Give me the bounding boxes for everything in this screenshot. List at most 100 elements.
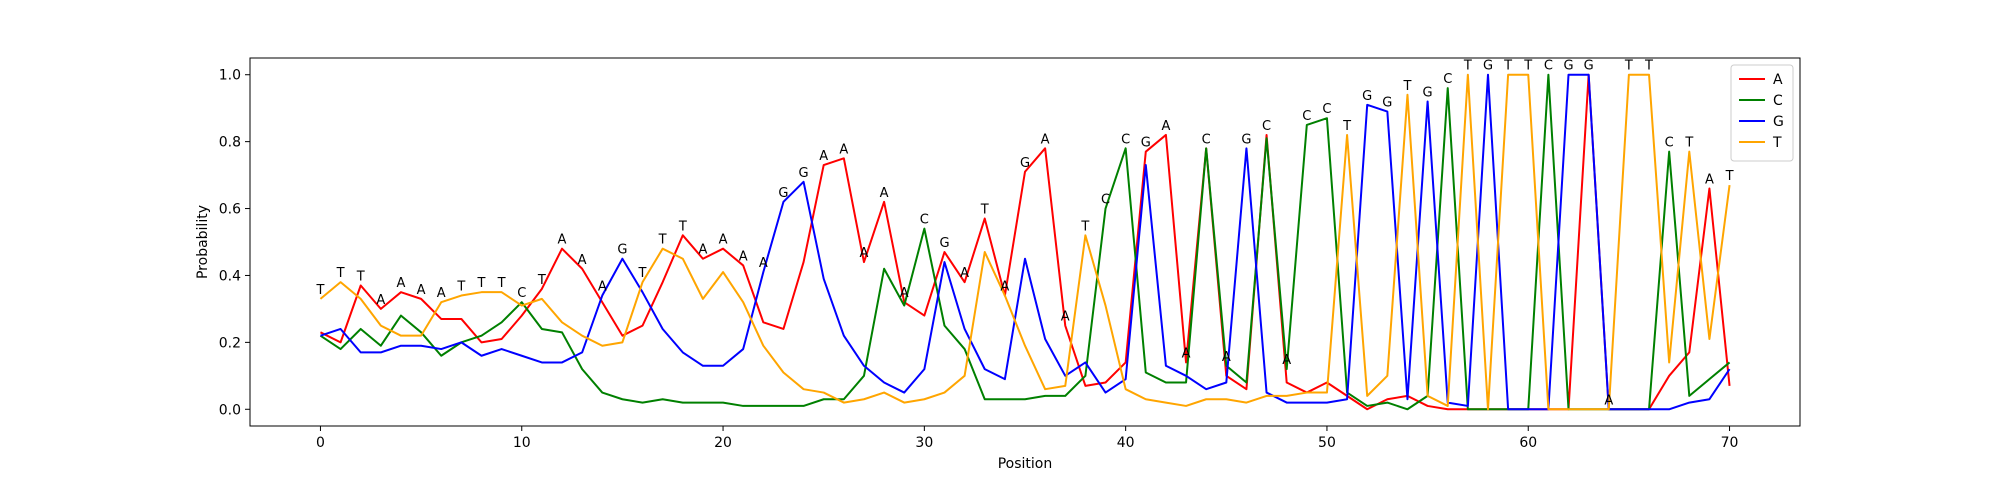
base-annotation: A <box>1041 132 1050 147</box>
plot-frame <box>249 57 1801 427</box>
base-annotation: A <box>1182 346 1191 361</box>
legend-label-C: C <box>1773 93 1783 109</box>
y-axis: 0.0 0.2 0.4 0.6 0.8 1.0 <box>219 68 250 418</box>
base-annotation: G <box>1483 59 1493 74</box>
legend-label-A: A <box>1773 72 1783 88</box>
base-annotation: A <box>719 233 728 248</box>
base-annotation: T <box>1624 59 1633 74</box>
series-line-G <box>320 73 1731 411</box>
base-annotation: T <box>1080 219 1089 234</box>
base-annotation: T <box>477 276 486 291</box>
y-tick-label: 0.2 <box>219 335 241 351</box>
base-annotation: A <box>437 286 446 301</box>
x-tick-label: 30 <box>915 435 933 451</box>
base-annotation: A <box>1000 280 1009 295</box>
x-tick-label: 0 <box>316 435 325 451</box>
x-tick-label: 40 <box>1117 435 1135 451</box>
base-annotation: C <box>1101 193 1110 208</box>
base-annotation: T <box>537 273 546 288</box>
base-annotation: A <box>839 142 848 157</box>
base-annotation: T <box>658 233 667 248</box>
base-annotation: G <box>799 166 809 181</box>
base-annotation: A <box>1705 172 1714 187</box>
base-annotation: T <box>336 266 345 281</box>
base-annotation: A <box>578 253 587 268</box>
base-annotation: T <box>1523 59 1532 74</box>
base-annotation: A <box>598 280 607 295</box>
y-tick-label: 1.0 <box>219 68 241 84</box>
base-annotation: T <box>315 283 324 298</box>
x-tick-label: 50 <box>1318 435 1336 451</box>
base-annotation: A <box>558 233 567 248</box>
legend-label-G: G <box>1773 114 1784 130</box>
base-annotation: C <box>1322 102 1331 117</box>
base-annotation: A <box>1161 119 1170 134</box>
base-annotation: A <box>417 283 426 298</box>
base-annotation: A <box>759 256 768 271</box>
base-annotation: C <box>1665 136 1674 151</box>
series-line-T <box>319 73 1731 411</box>
base-annotation: T <box>1402 79 1411 94</box>
y-tick-label: 0.8 <box>219 135 241 151</box>
base-annotation: A <box>739 249 748 264</box>
x-tick-label: 20 <box>714 435 732 451</box>
base-annotation: G <box>778 186 788 201</box>
base-annotation: C <box>1544 59 1553 74</box>
base-annotation: A <box>1222 350 1231 365</box>
base-annotation: A <box>860 246 869 261</box>
base-annotation: T <box>1342 119 1351 134</box>
base-annotation: G <box>1584 59 1594 74</box>
base-annotation: A <box>1604 393 1613 408</box>
x-tick-label: 60 <box>1519 435 1537 451</box>
x-axis-title: Position <box>998 456 1053 472</box>
base-annotation: T <box>356 269 365 284</box>
base-annotation: C <box>1202 132 1211 147</box>
base-annotation: T <box>1725 169 1734 184</box>
y-tick-label: 0.4 <box>219 268 241 284</box>
base-annotation: A <box>819 149 828 164</box>
series-lines-layer <box>319 73 1731 411</box>
base-annotation: C <box>1443 72 1452 87</box>
base-annotation: A <box>376 293 385 308</box>
y-tick-label: 0.0 <box>219 402 241 418</box>
x-tick-label: 10 <box>513 435 531 451</box>
base-annotation: A <box>960 266 969 281</box>
y-axis-title: Probability <box>195 205 211 279</box>
x-tick-label: 70 <box>1721 435 1739 451</box>
base-annotation: G <box>617 243 627 258</box>
base-annotation: C <box>517 286 526 301</box>
base-annotation: C <box>1302 109 1311 124</box>
base-annotation: T <box>1644 59 1653 74</box>
base-annotation: G <box>1020 156 1030 171</box>
base-annotation: G <box>1241 132 1251 147</box>
base-annotation: T <box>497 276 506 291</box>
base-annotation: T <box>1684 136 1693 151</box>
base-annotation: A <box>698 243 707 258</box>
base-annotation: G <box>939 236 949 251</box>
legend-box <box>1730 64 1794 162</box>
base-annotation: G <box>1362 89 1372 104</box>
base-annotation: T <box>638 266 647 281</box>
base-annotation: C <box>1121 132 1130 147</box>
base-annotation: T <box>456 280 465 295</box>
base-annotation: C <box>920 213 929 228</box>
base-annotation: T <box>980 203 989 218</box>
base-annotation: T <box>1503 59 1512 74</box>
base-annotation: A <box>1282 353 1291 368</box>
base-annotation: G <box>1382 96 1392 111</box>
base-annotation: C <box>1262 119 1271 134</box>
base-annotation: A <box>397 276 406 291</box>
series-line-C <box>319 73 1731 411</box>
base-annotation: T <box>678 219 687 234</box>
x-axis: 0 10 20 30 40 50 60 70 <box>316 426 1738 451</box>
y-tick-label: 0.6 <box>219 202 241 218</box>
base-annotation: G <box>1563 59 1573 74</box>
base-annotation: T <box>1463 59 1472 74</box>
base-annotation: G <box>1423 85 1433 100</box>
legend-label-T: T <box>1772 135 1782 151</box>
base-annotation: G <box>1141 136 1151 151</box>
